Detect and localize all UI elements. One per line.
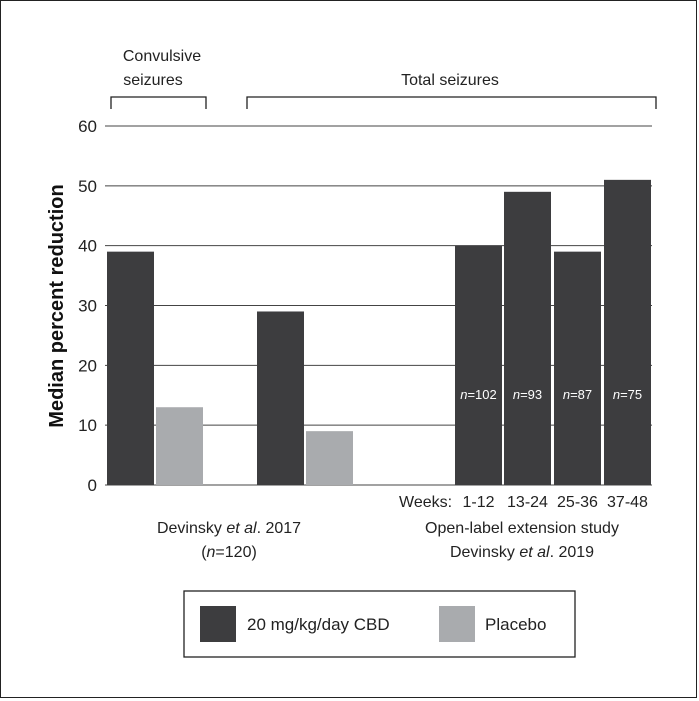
bar-open-label-2019-1 — [504, 191, 551, 486]
n-label-3: n=75 — [613, 387, 642, 402]
week-label-1: 13-24 — [507, 494, 548, 511]
week-label-2: 25-36 — [557, 494, 598, 511]
convulsive-bracket-label-line2: seizures — [123, 72, 183, 89]
y-tick-30: 30 — [78, 297, 97, 316]
n-label-1: n=93 — [513, 387, 542, 402]
bar-total-2017-0 — [257, 311, 304, 485]
total-bracket-label: Total seizures — [401, 72, 499, 89]
legend-box — [183, 590, 576, 658]
legend-swatch-placebo — [439, 606, 475, 642]
legend: 20 mg/kg/day CBD Placebo — [183, 590, 576, 658]
study-2017-line1: Devinsky et al. 2017 — [157, 520, 301, 537]
week-label-3: 37-48 — [607, 494, 648, 511]
n-label-2: n=87 — [563, 387, 592, 402]
study-2019-line1: Open-label extension study — [425, 520, 619, 537]
total-bracket-line — [246, 96, 657, 109]
y-tick-20: 20 — [78, 356, 97, 375]
convulsive-bracket-label-line1: Convulsive — [123, 48, 201, 65]
total-bracket: Total seizures — [246, 72, 657, 109]
y-axis-label: Median percent reduction — [46, 184, 68, 427]
bar-convulsive-2017-1 — [156, 407, 203, 485]
study-label-2017: Devinsky et al. 2017 (n=120) — [157, 520, 301, 561]
bar-open-label-2019-0 — [455, 245, 502, 485]
bar-convulsive-2017-0 — [107, 251, 154, 485]
study-label-2019: Open-label extension study Devinsky et a… — [425, 520, 619, 561]
y-tick-50: 50 — [78, 177, 97, 196]
y-tick-40: 40 — [78, 237, 97, 256]
weeks-row: Weeks: 1-12 13-24 25-36 37-48 — [399, 494, 648, 511]
y-tick-60: 60 — [78, 117, 97, 136]
y-tick-0: 0 — [88, 476, 97, 495]
n-label-0: n=102 — [460, 387, 497, 402]
y-tick-10: 10 — [78, 416, 97, 435]
study-2019-line2: Devinsky et al. 2019 — [450, 544, 594, 561]
y-tick-labels: 0 10 20 30 40 50 60 — [78, 117, 97, 495]
legend-label-cbd: 20 mg/kg/day CBD — [247, 615, 390, 634]
convulsive-bracket-line — [110, 96, 207, 109]
bar-open-label-2019-2 — [554, 251, 601, 485]
week-label-0: 1-12 — [462, 494, 494, 511]
bar-total-2017-1 — [306, 431, 353, 485]
weeks-prefix: Weeks: — [399, 494, 452, 511]
legend-swatch-cbd — [200, 606, 236, 642]
study-2017-line2: (n=120) — [201, 544, 257, 561]
legend-label-placebo: Placebo — [485, 615, 546, 634]
convulsive-bracket: Convulsive seizures — [110, 48, 207, 109]
bar-open-label-2019-3 — [604, 179, 651, 485]
bars: n=102 n=93 n=87 n=75 — [107, 179, 651, 486]
